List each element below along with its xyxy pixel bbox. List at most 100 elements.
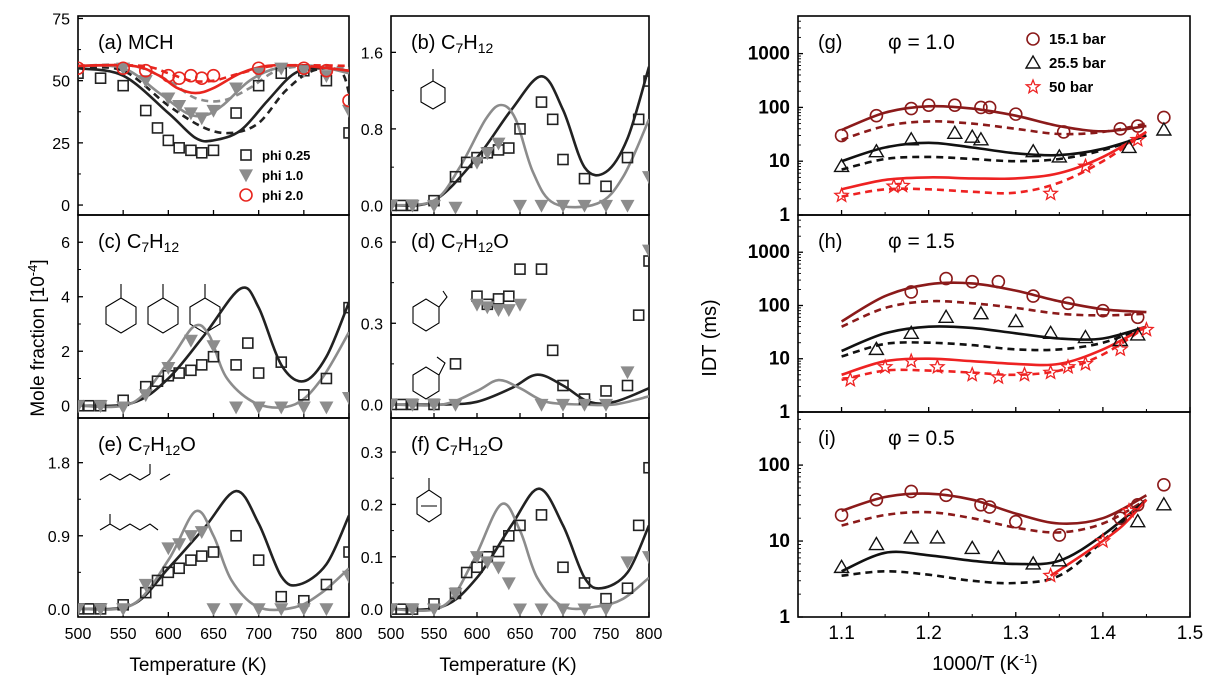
data-point [229, 603, 244, 617]
data-point [242, 337, 254, 349]
panel-letter: (a) [98, 32, 128, 54]
x-tick-label: 650 [507, 626, 534, 643]
data-point [869, 492, 884, 507]
data-point [546, 113, 559, 126]
model-line [841, 104, 1147, 133]
data-point [833, 158, 850, 173]
data-point [1052, 528, 1067, 542]
ring-sketch [105, 284, 137, 334]
right-xlabel-end: ) [1031, 653, 1038, 675]
data-point [151, 574, 164, 587]
data-point [1129, 326, 1146, 341]
data-point [480, 301, 495, 315]
data-point [620, 366, 635, 380]
data-point [1059, 358, 1077, 375]
data-point [937, 308, 955, 323]
legend-marker [240, 149, 252, 161]
data-point [274, 62, 289, 76]
molecule-structure [412, 290, 448, 400]
data-point [319, 63, 334, 78]
data-point [184, 68, 198, 83]
panel-h: 1 10 100 1000 (h) φ = 1.5 [748, 214, 1191, 423]
data-point [341, 570, 349, 584]
data-point [1042, 363, 1059, 380]
legend-marker [1026, 32, 1040, 46]
panel-letter: (f) [411, 434, 435, 456]
y-tick-label: 0.3 [361, 316, 383, 333]
data-point [903, 529, 920, 544]
x-tick-label: 700 [245, 626, 272, 643]
data-point [138, 75, 153, 88]
data-point [194, 526, 209, 539]
plot-area [391, 66, 649, 215]
y-tick-label: 0.0 [48, 602, 70, 619]
data-point [480, 147, 495, 161]
data-point [903, 324, 920, 340]
y-tick-label: 1 [779, 607, 790, 628]
data-point [480, 556, 495, 570]
data-point [503, 290, 515, 303]
data-point [391, 603, 399, 617]
data-point [557, 561, 569, 574]
y-tick-label: 0 [61, 198, 70, 215]
data-point [183, 107, 198, 121]
x-tick-label: 600 [464, 626, 491, 643]
data-point [206, 104, 221, 118]
x-tick-label: 500 [65, 626, 92, 643]
data-point [1077, 329, 1094, 344]
data-point [297, 61, 311, 76]
data-point [982, 100, 997, 115]
model-line [841, 134, 1147, 163]
formula-element: H [463, 32, 477, 54]
data-point [395, 603, 408, 615]
data-point [1024, 555, 1042, 570]
phi-label: φ = 1.0 [888, 31, 955, 54]
data-point [512, 199, 528, 213]
data-point [946, 124, 964, 140]
data-point [195, 147, 208, 159]
data-point [1077, 355, 1094, 372]
data-point [632, 113, 645, 126]
data-point [343, 127, 349, 139]
y-tick-label: 2 [61, 344, 70, 361]
x-tick-label: 1.3 [1003, 623, 1029, 644]
data-point [555, 603, 571, 617]
data-point [965, 274, 980, 289]
data-point [621, 582, 634, 594]
data-point [902, 352, 920, 369]
molecule-structure [420, 69, 446, 110]
data-point [195, 550, 208, 562]
data-point [834, 508, 849, 522]
data-point [641, 244, 649, 258]
data-point [426, 603, 442, 617]
data-point [395, 398, 408, 411]
data-point [448, 201, 463, 215]
data-point [252, 367, 265, 379]
formula-subscript: 12 [164, 239, 180, 255]
data-point [1008, 107, 1023, 121]
data-point [534, 199, 549, 213]
x-tick-label: 700 [550, 626, 577, 643]
y-tick-label: 50 [52, 74, 70, 91]
data-point [1112, 332, 1129, 347]
data-point [868, 340, 885, 356]
panel-label: (f) C7H12O [411, 434, 503, 458]
data-point [577, 199, 592, 213]
data-point [206, 603, 221, 617]
data-point [173, 562, 185, 575]
y-tick-label: 0.8 [361, 122, 383, 139]
data-point [343, 546, 349, 558]
data-point [298, 389, 310, 401]
y-tick-label: 0 [61, 399, 70, 416]
data-point [469, 298, 485, 312]
data-point [1155, 121, 1173, 136]
data-point [83, 399, 95, 412]
plot-area [391, 244, 649, 412]
data-point [195, 359, 208, 371]
legend-label: phi 2.0 [262, 188, 303, 203]
y-tick-label: 0.9 [48, 529, 70, 546]
phi-label: φ = 1.5 [888, 230, 955, 253]
panel-label: (b) C7H12 [411, 32, 493, 56]
formula-element: O [493, 231, 509, 253]
panel-a: 0 25 50 75 (a) MCH phi 0.25 phi 1.0 phi 2.0 [52, 11, 350, 216]
